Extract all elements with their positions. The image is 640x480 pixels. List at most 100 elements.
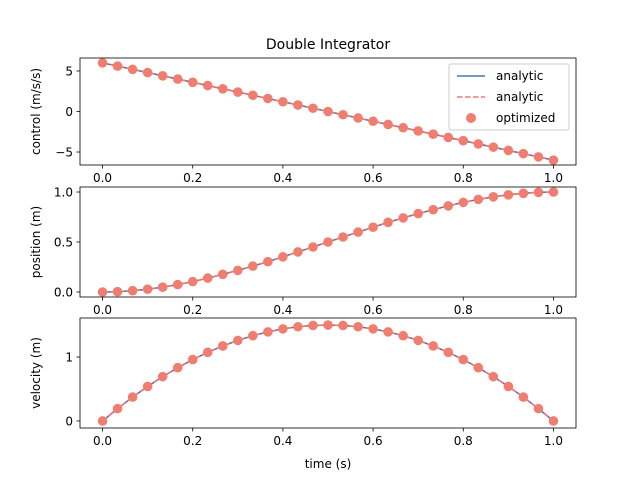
velocity-ylabel: velocity (m) <box>29 337 43 409</box>
control-ytick-label: 0 <box>65 105 73 119</box>
control-xtick-label: 0.6 <box>364 171 383 185</box>
velocity-optimized-point <box>533 403 544 414</box>
control-xtick-label: 0.4 <box>273 171 292 185</box>
control-optimized-point <box>218 84 228 94</box>
control-optimized-point <box>127 64 138 75</box>
velocity-optimized-point <box>97 416 108 426</box>
control-optimized-point <box>338 109 348 120</box>
control-optimized-point <box>368 116 378 127</box>
velocity-optimized-point <box>308 320 318 331</box>
velocity-ytick-label: 1 <box>65 351 73 365</box>
control-xtick-label: 0.8 <box>454 171 473 185</box>
velocity-optimized-point <box>263 327 273 337</box>
velocity-optimized-point <box>413 335 423 346</box>
position-optimized-point <box>428 204 438 215</box>
position-optimized-point <box>263 256 273 267</box>
control-optimized-point <box>202 80 213 91</box>
position-ytick-label: 1.0 <box>54 186 73 200</box>
x-axis-label: time (s) <box>305 457 352 471</box>
control-optimized-point <box>383 119 393 130</box>
velocity-optimized-point <box>127 392 138 402</box>
velocity-xtick-label: 0.2 <box>183 434 202 448</box>
position-optimized-point <box>518 188 529 199</box>
control-optimized-point <box>97 58 108 68</box>
control-xtick-label: 0.0 <box>93 171 112 185</box>
control-optimized-point <box>458 135 469 146</box>
velocity-optimized-point <box>488 371 499 382</box>
velocity-axes-frame <box>79 317 577 429</box>
position-optimized-point <box>383 217 393 228</box>
velocity-optimized-point <box>458 354 469 365</box>
velocity-optimized-point <box>218 341 228 351</box>
velocity-optimized-point <box>157 371 168 382</box>
control-optimized-point <box>533 152 544 162</box>
control-optimized-point <box>233 87 243 97</box>
control-optimized-point <box>157 71 168 81</box>
position-optimized-point <box>398 213 408 223</box>
position-optimized-point <box>548 187 559 197</box>
velocity-xtick-label: 0.6 <box>364 434 383 448</box>
control-optimized-point <box>518 148 529 159</box>
control-optimized-point <box>308 103 318 114</box>
position-optimized-point <box>353 227 363 237</box>
control-optimized-point <box>428 129 438 139</box>
position-xtick-label: 0.8 <box>454 303 473 317</box>
legend-swatch-optimized <box>466 113 476 123</box>
position-axes: 0.0 0.2 0.4 0.6 0.8 1.0 0.0 0.5 1.0 position (m) <box>29 186 577 317</box>
velocity-xtick-label: 1.0 <box>544 434 563 448</box>
position-optimized-point <box>142 284 153 295</box>
velocity-optimized-point <box>383 327 393 337</box>
velocity-xtick-label: 0.8 <box>454 434 473 448</box>
position-optimized-point <box>533 187 544 198</box>
position-ylabel: position (m) <box>29 206 43 278</box>
position-optimized-point <box>368 222 378 232</box>
velocity-optimized-point <box>398 330 408 341</box>
control-ytick-label: 5 <box>65 64 73 78</box>
position-optimized-point <box>443 201 454 211</box>
control-optimized-point <box>293 100 303 110</box>
velocity-optimized-point <box>278 324 288 334</box>
position-xtick-label: 1.0 <box>544 303 563 317</box>
velocity-optimized-point <box>503 381 514 392</box>
control-optimized-point <box>443 132 454 143</box>
position-optimized-point <box>308 242 318 252</box>
control-xtick-label: 0.2 <box>183 171 202 185</box>
control-optimized-point <box>503 145 514 156</box>
velocity-xtick-label: 0.0 <box>93 434 112 448</box>
control-optimized-point <box>323 106 333 117</box>
position-optimized-point <box>112 286 123 297</box>
velocity-optimized-point <box>187 354 198 365</box>
legend-label-analytic-dashed: analytic <box>496 90 543 104</box>
position-xtick-label: 0.0 <box>93 303 112 317</box>
velocity-ytick-label: 0 <box>65 414 73 428</box>
control-optimized-point <box>172 74 183 84</box>
control-axes: 0.0 0.2 0.4 0.6 0.8 1.0 −5 0 5 control (m/s/s) <box>29 57 577 185</box>
control-optimized-point <box>112 61 123 71</box>
control-optimized-point <box>548 155 559 165</box>
velocity-optimized-point <box>428 341 438 351</box>
velocity-optimized-point <box>293 321 303 332</box>
figure-title: Double Integrator <box>266 37 390 53</box>
legend-label-analytic-solid: analytic <box>496 69 543 83</box>
control-ylabel: control (m/s/s) <box>29 68 43 155</box>
position-xtick-label: 0.4 <box>273 303 292 317</box>
control-optimized-point <box>142 67 153 78</box>
velocity-analytic-dashed-line <box>102 324 554 422</box>
velocity-optimized-point <box>368 324 378 334</box>
position-xtick-label: 0.6 <box>364 303 383 317</box>
control-optimized-point <box>278 96 288 107</box>
position-optimized-point <box>323 237 333 247</box>
position-xtick-label: 0.2 <box>183 303 202 317</box>
velocity-optimized-point <box>142 381 153 392</box>
velocity-optimized-point <box>248 330 258 341</box>
control-optimized-point <box>263 93 273 104</box>
legend-label-optimized: optimized <box>496 111 555 125</box>
position-optimized-point <box>413 208 423 219</box>
position-ytick-label: 0.5 <box>54 236 73 250</box>
position-optimized-point <box>503 190 514 200</box>
velocity-optimized-point <box>353 321 363 332</box>
position-optimized-point <box>157 282 168 293</box>
legend-box <box>448 63 570 131</box>
position-optimized-point <box>293 247 303 257</box>
